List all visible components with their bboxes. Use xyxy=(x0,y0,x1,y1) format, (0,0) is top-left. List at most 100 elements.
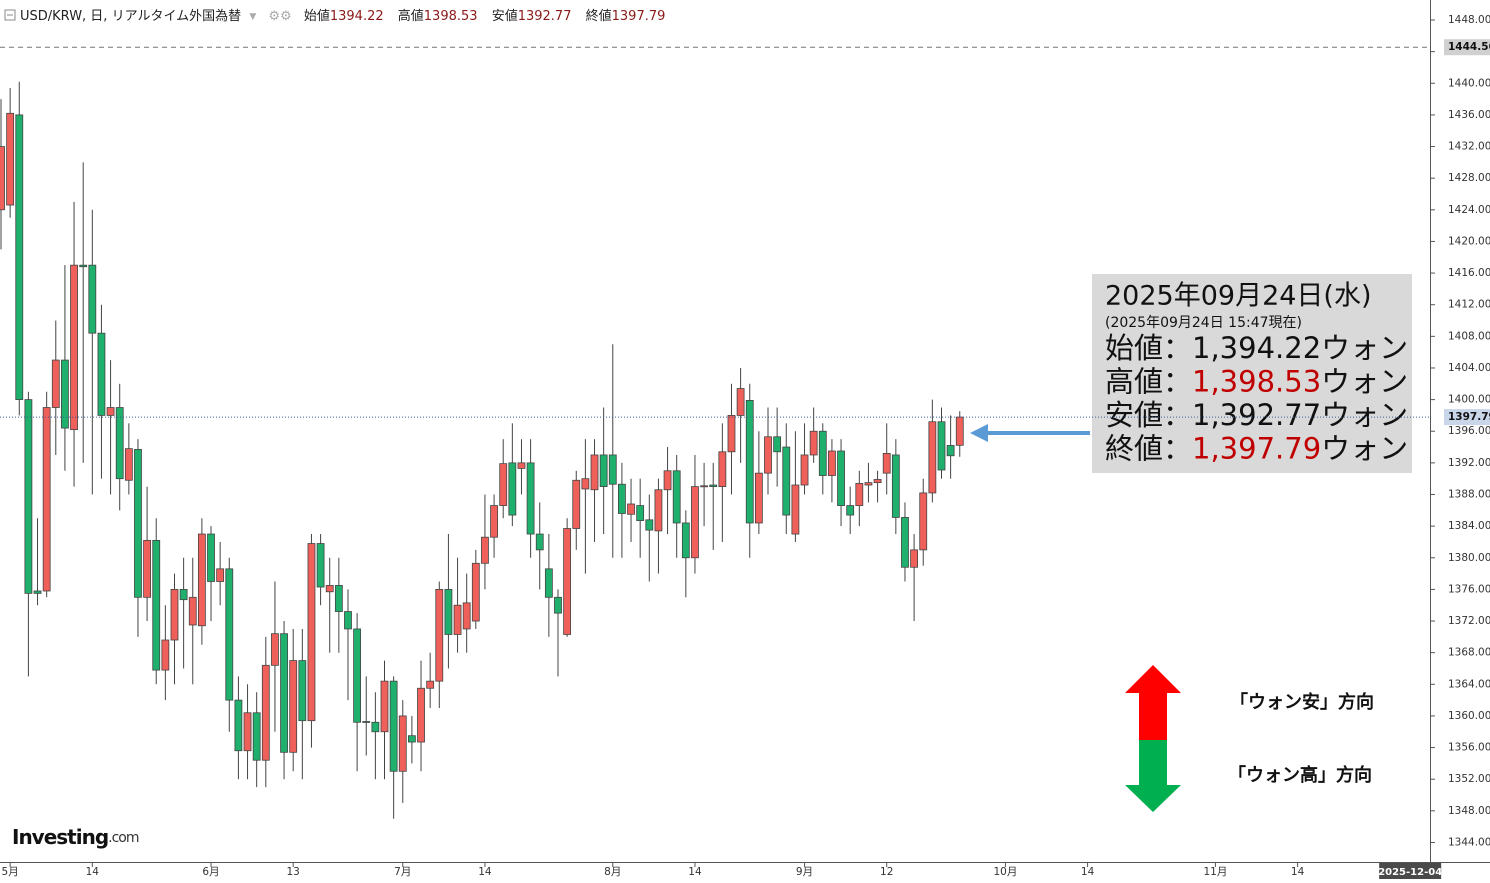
candle-body xyxy=(791,484,800,535)
candle-body xyxy=(0,146,5,211)
candle-body xyxy=(499,463,508,506)
candle-body xyxy=(444,589,453,635)
candle-body xyxy=(380,680,389,733)
candle-body xyxy=(33,590,42,594)
candle-body xyxy=(818,430,827,476)
candle-body xyxy=(124,448,133,481)
candle-body xyxy=(462,602,471,630)
candle-body xyxy=(754,472,763,524)
down-arrow xyxy=(1125,740,1181,812)
last-price-label: 1397.79 xyxy=(1448,411,1490,423)
plot-area xyxy=(0,81,964,819)
x-tick-label: 13 xyxy=(287,866,300,878)
candle-body xyxy=(572,479,581,529)
direction-label-down: 「ウォン高」方向 xyxy=(1228,764,1372,786)
candle-body xyxy=(919,492,928,551)
x-tick-label: 12 xyxy=(880,866,893,878)
high-label: 高値 xyxy=(398,8,424,24)
candle-body xyxy=(216,568,225,582)
candle-body xyxy=(334,585,343,612)
watermark: Investing.com xyxy=(12,825,139,849)
candle-body xyxy=(727,415,736,453)
info-row-unit: ウォン xyxy=(1321,398,1408,432)
candle-body xyxy=(61,359,69,429)
y-tick-label: 1408.00 xyxy=(1448,330,1490,342)
dropdown-icon[interactable]: ▼ xyxy=(249,12,256,22)
y-tick-label: 1392.00 xyxy=(1448,457,1490,469)
x-tick-label: 5月 xyxy=(2,866,19,878)
candle-body xyxy=(371,721,380,733)
y-tick-label: 1356.00 xyxy=(1448,742,1490,754)
watermark-brand: Investing xyxy=(12,825,108,849)
candle-body xyxy=(316,543,325,588)
candle-body xyxy=(508,462,517,516)
info-box xyxy=(1092,274,1412,473)
y-tick-label: 1424.00 xyxy=(1448,204,1490,216)
x-tick-highlight xyxy=(1379,863,1442,879)
candle-body xyxy=(426,680,435,689)
collapse-icon[interactable] xyxy=(4,9,16,21)
candle-body xyxy=(873,479,882,484)
candle-body xyxy=(718,451,727,487)
candle-body xyxy=(88,264,97,334)
candle-body xyxy=(937,421,946,471)
info-row-label: 高値： xyxy=(1105,365,1192,399)
info-date: 2025年09月24日(水) xyxy=(1105,281,1372,312)
info-row: 始値：1,394.22ウォン xyxy=(1105,331,1408,365)
close-value: 1397.79 xyxy=(612,9,666,24)
candle-body xyxy=(864,482,873,486)
y-tick-label: 1348.00 xyxy=(1448,805,1490,817)
y-tick-label: 1400.00 xyxy=(1448,394,1490,406)
y-tick-label: 1440.00 xyxy=(1448,77,1490,89)
candle-body xyxy=(828,450,836,476)
x-tick-label: 14 xyxy=(1081,866,1095,878)
y-tick-label: 1416.00 xyxy=(1448,267,1490,279)
x-tick-label: 14 xyxy=(1291,866,1305,878)
x-tick-label: 9月 xyxy=(796,866,813,878)
symbol: USD/KRW, 日, リアルタイム外国為替 xyxy=(20,8,241,24)
info-row-label: 始値： xyxy=(1105,331,1192,365)
candle-body xyxy=(526,462,535,535)
low-label: 安値 xyxy=(492,8,518,24)
candle-body xyxy=(764,436,772,474)
info-row: 高値：1,398.53ウォン xyxy=(1105,365,1408,399)
candle-body xyxy=(179,589,188,601)
candle-body xyxy=(882,452,891,474)
y-tick-label: 1376.00 xyxy=(1448,583,1490,595)
last-price-box xyxy=(1444,409,1490,426)
high-value: 1398.53 xyxy=(424,9,478,24)
candle-body xyxy=(599,454,608,487)
candle-body xyxy=(115,407,124,480)
low-value: 1392.77 xyxy=(518,9,572,24)
candle-body xyxy=(197,533,206,627)
candle-body xyxy=(79,264,88,268)
candle-body xyxy=(946,445,955,457)
info-row-unit: ウォン xyxy=(1321,365,1408,399)
candle-body xyxy=(471,562,480,622)
candle-body xyxy=(535,533,544,551)
candle-body xyxy=(645,519,654,531)
candle-body xyxy=(700,485,708,488)
candle-body xyxy=(207,533,215,582)
candle-body xyxy=(325,585,334,593)
y-tick-label: 1368.00 xyxy=(1448,647,1490,659)
candle-body xyxy=(855,483,864,506)
x-tick-label: 2025-12-04 xyxy=(1378,867,1442,878)
candle-body xyxy=(581,478,590,490)
watermark-domain: .com xyxy=(108,830,139,846)
candle-body xyxy=(773,436,782,453)
settings-icons[interactable]: ⚙⚙ xyxy=(268,9,291,24)
candle-body xyxy=(846,505,855,516)
candle-body xyxy=(955,416,964,446)
y-tick-label: 1388.00 xyxy=(1448,489,1490,501)
candle-body xyxy=(70,264,78,431)
direction-label-up: 「ウォン安」方向 xyxy=(1230,691,1374,713)
candle-body xyxy=(745,399,754,524)
y-tick-label: 1404.00 xyxy=(1448,362,1490,374)
y-tick-label: 1412.00 xyxy=(1448,299,1490,311)
info-row-label: 安値： xyxy=(1105,398,1192,432)
candle-body xyxy=(517,462,526,469)
candle-body xyxy=(353,628,362,723)
candle-body xyxy=(481,536,489,564)
